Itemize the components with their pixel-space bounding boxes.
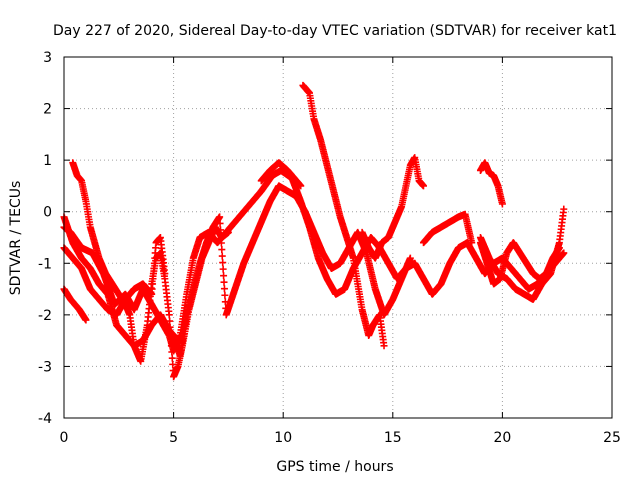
data-point	[217, 226, 225, 234]
data-point	[217, 239, 225, 247]
data-point	[165, 311, 173, 319]
series-track-h	[299, 81, 388, 350]
data-point	[224, 228, 232, 236]
data-point	[82, 316, 90, 324]
x-tick-label: 20	[493, 430, 511, 446]
data-point	[380, 342, 388, 350]
x-tick-label: 0	[60, 430, 69, 446]
y-tick-label: 2	[43, 102, 52, 118]
data-point	[560, 205, 568, 213]
chart-title: Day 227 of 2020, Sidereal Day-to-day VTE…	[53, 23, 617, 39]
series-track-g	[257, 159, 305, 190]
y-axis-label: SDTVAR / TECUs	[8, 181, 24, 296]
series-track-k	[476, 159, 506, 208]
data-point	[220, 285, 228, 293]
data-points	[60, 81, 568, 381]
series-track-m	[476, 239, 563, 288]
data-point	[218, 246, 226, 254]
data-point	[468, 239, 476, 247]
data-point	[161, 270, 169, 278]
series-track-j	[419, 210, 476, 247]
data-point	[216, 219, 224, 227]
data-point	[216, 213, 224, 221]
data-point	[217, 232, 225, 240]
series-track-f	[170, 182, 414, 360]
y-tick-label: 1	[43, 153, 52, 169]
data-point	[220, 278, 228, 286]
data-point	[219, 259, 227, 267]
data-point	[220, 272, 228, 280]
data-point	[419, 182, 427, 190]
axis-ticks: 0 5 10 15 20 25 -4 -3 -2 -1 0 1 2 3	[38, 50, 621, 446]
y-tick-label: 3	[43, 50, 52, 66]
data-point	[297, 182, 305, 190]
y-tick-label: -3	[38, 359, 52, 375]
plot-frame	[63, 56, 613, 419]
series-track-b	[60, 285, 90, 324]
data-point	[168, 348, 176, 356]
x-tick-label: 5	[169, 430, 178, 446]
grid-lines	[64, 57, 612, 418]
x-tick-label: 10	[274, 430, 292, 446]
x-tick-label: 25	[603, 430, 621, 446]
y-tick-label: 0	[43, 205, 52, 221]
series-track-i	[358, 154, 427, 262]
x-tick-label: 15	[384, 430, 402, 446]
y-tick-label: -2	[38, 308, 52, 324]
data-point	[221, 291, 229, 299]
data-point	[560, 249, 568, 257]
data-point	[555, 244, 563, 252]
data-point	[218, 252, 226, 260]
y-tick-label: -4	[38, 411, 52, 427]
x-axis-label: GPS time / hours	[276, 459, 393, 475]
data-point	[168, 354, 176, 362]
data-point	[219, 265, 227, 273]
data-point	[406, 254, 414, 262]
y-tick-label: -1	[38, 256, 52, 272]
data-point	[498, 200, 506, 208]
